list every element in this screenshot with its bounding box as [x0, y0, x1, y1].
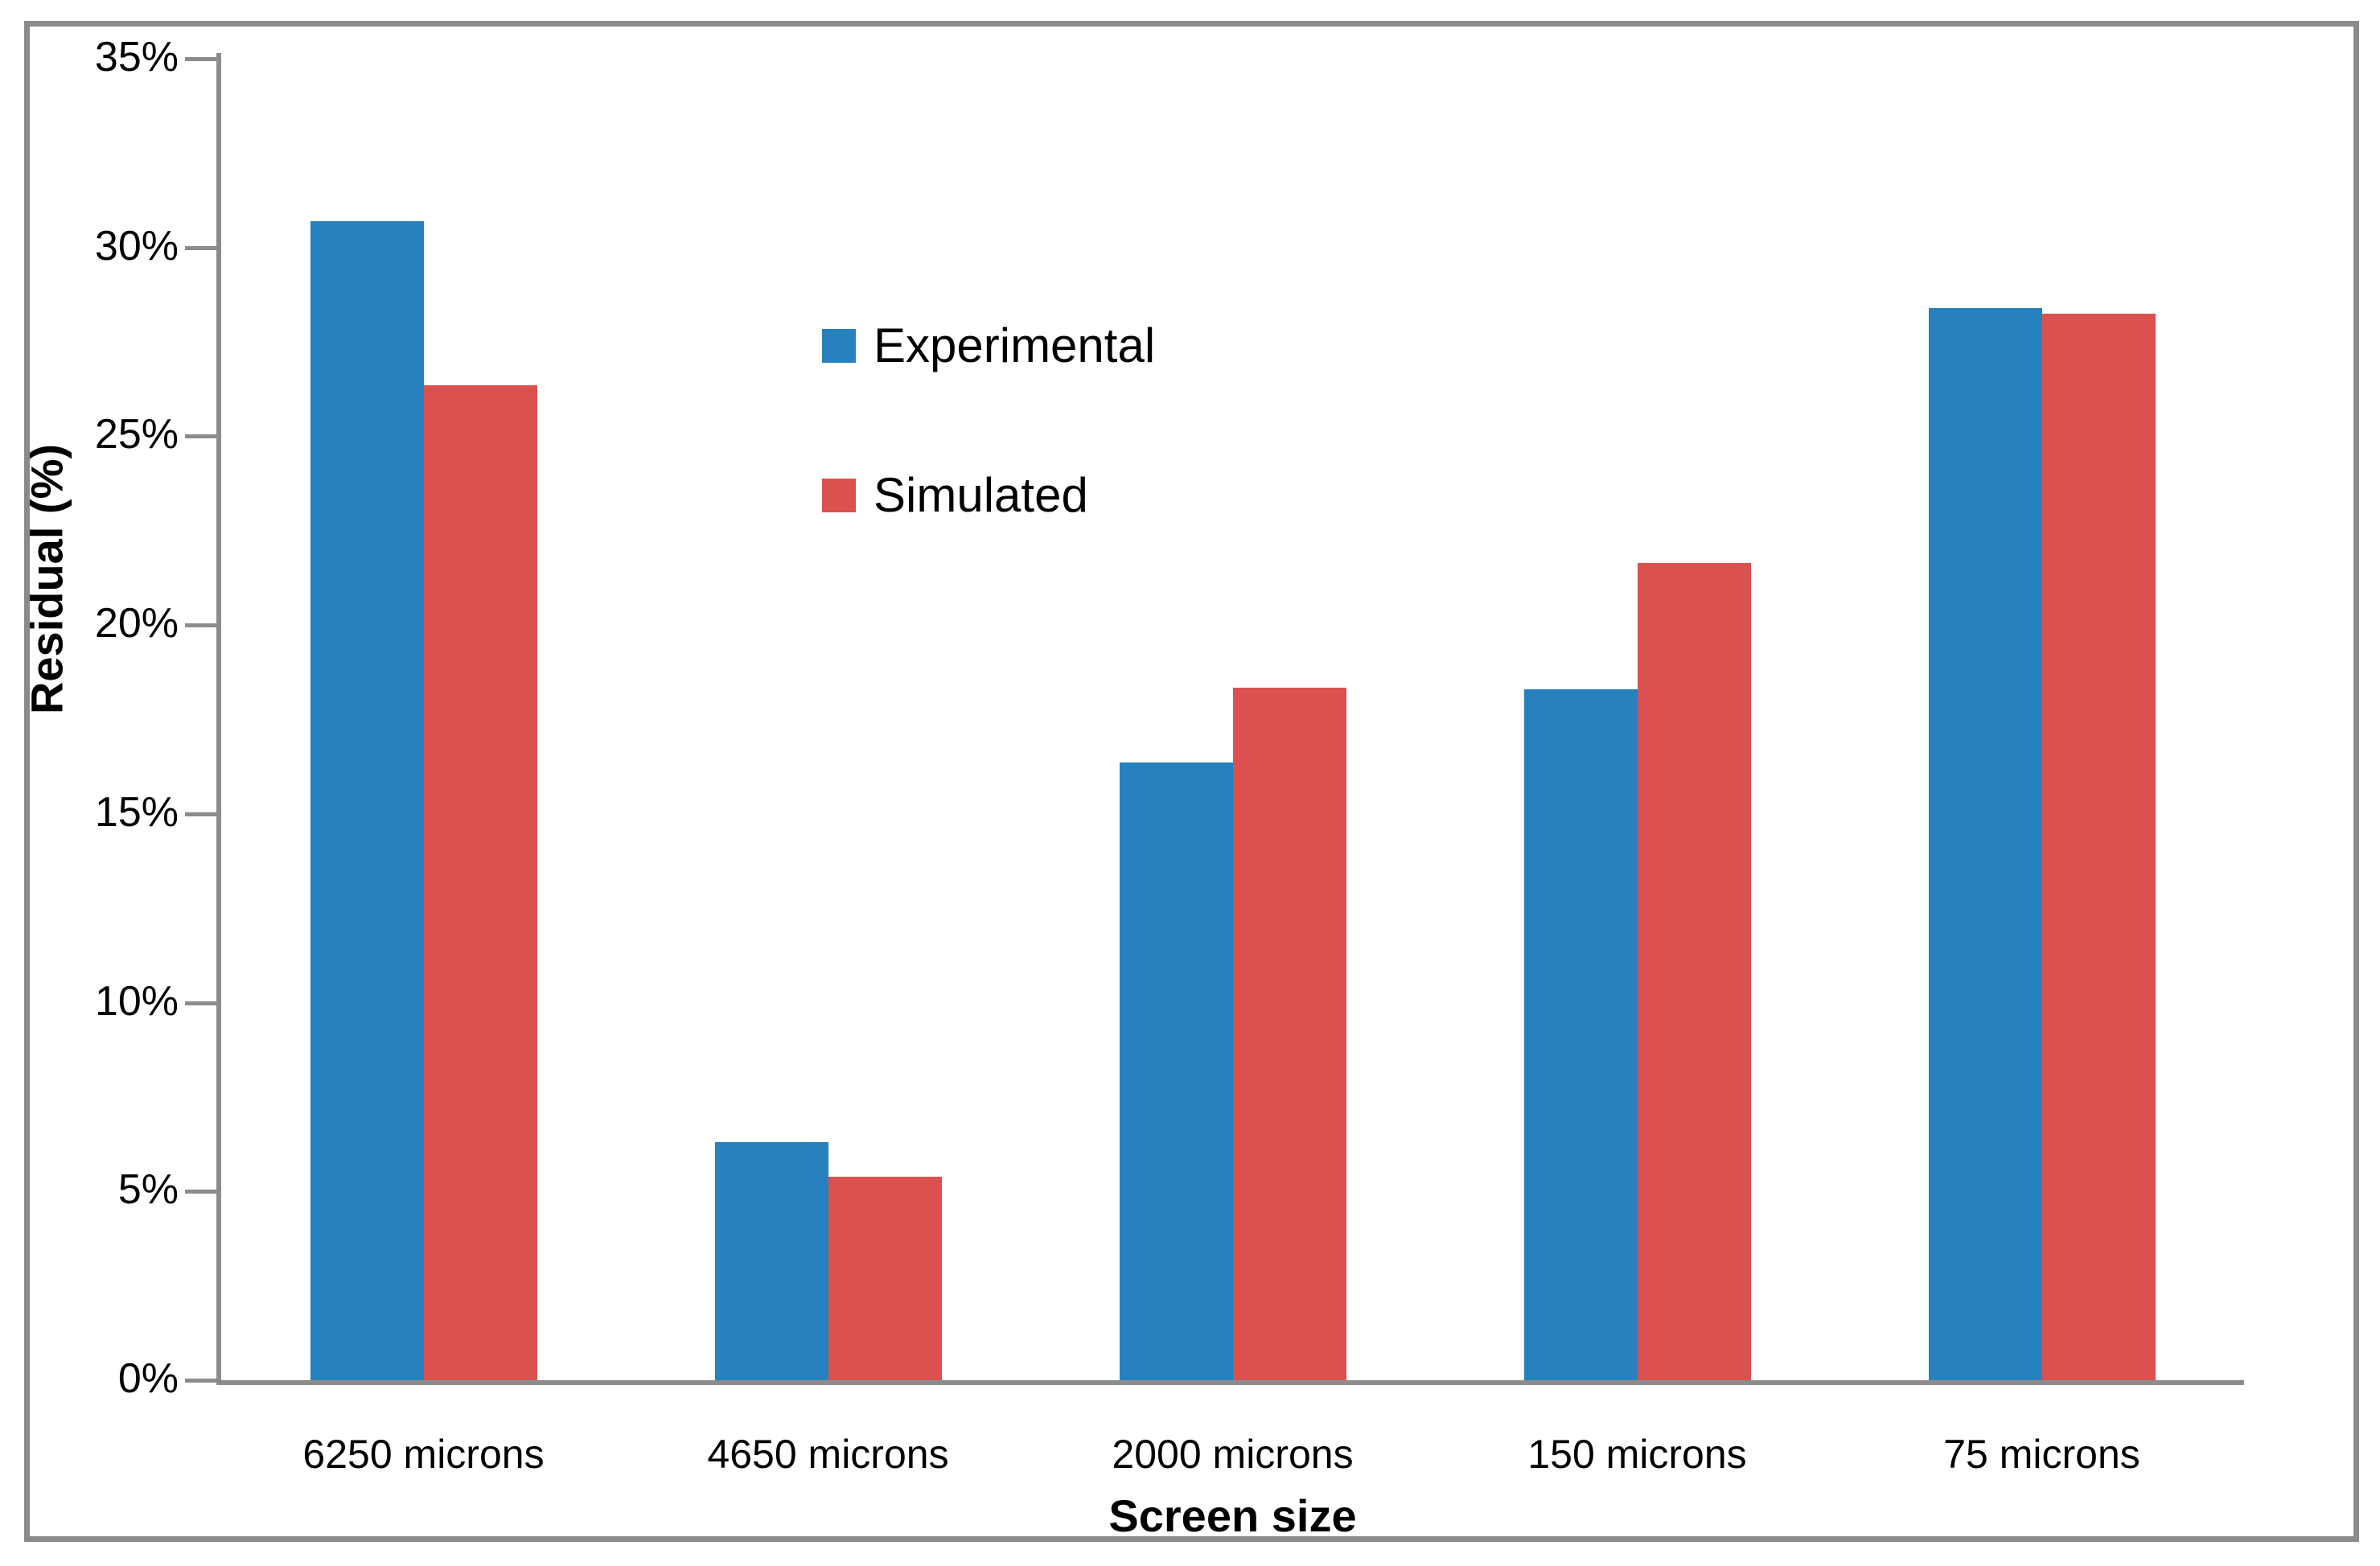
y-axis-tick-label: 25% — [94, 411, 179, 458]
bar-experimental-6250-microns — [310, 220, 424, 1380]
y-axis-tick-label: 10% — [94, 977, 179, 1025]
y-axis-tick — [185, 1379, 221, 1383]
y-axis-tick-label: 35% — [94, 34, 179, 80]
x-axis-title: Screen size — [1108, 1490, 1357, 1541]
y-axis-tick-label: 15% — [94, 788, 179, 836]
bar-experimental-4650-microns — [714, 1142, 828, 1380]
y-axis-tick — [185, 623, 221, 628]
category-label-4650-microns: 4650 microns — [707, 1432, 949, 1477]
y-axis-tick — [185, 245, 221, 250]
bar-experimental-2000-microns — [1119, 762, 1233, 1380]
y-axis-tick-label: 30% — [94, 222, 179, 269]
bar-experimental-75-microns — [1928, 307, 2042, 1380]
y-axis-line — [216, 53, 221, 1385]
legend-swatch-experimental — [822, 329, 856, 363]
y-axis-tick — [185, 1190, 221, 1194]
category-label-75-microns: 75 microns — [1943, 1432, 2140, 1477]
bar-simulated-6250-microns — [423, 385, 537, 1380]
bar-simulated-75-microns — [2041, 313, 2156, 1380]
legend-item-experimental: Experimental — [822, 320, 1155, 372]
y-axis-tick — [185, 57, 221, 61]
bar-experimental-150-microns — [1523, 688, 1638, 1380]
legend-item-simulated: Simulated — [822, 470, 1088, 521]
category-label-6250-microns: 6250 microns — [302, 1432, 545, 1477]
legend-swatch-simulated — [822, 479, 856, 512]
legend-label: Experimental — [873, 319, 1156, 372]
bar-simulated-150-microns — [1637, 562, 1751, 1380]
y-axis-tick — [185, 1001, 221, 1005]
category-label-150-microns: 150 microns — [1527, 1432, 1747, 1477]
category-label-2000-microns: 2000 microns — [1112, 1432, 1354, 1477]
chart-frame-border — [24, 21, 2359, 1542]
legend-label: Simulated — [873, 468, 1088, 522]
bar-simulated-2000-microns — [1232, 687, 1346, 1380]
y-axis-tick-label: 20% — [94, 600, 179, 647]
plot-area — [221, 59, 2244, 1380]
y-axis-tick — [185, 812, 221, 816]
bar-simulated-4650-microns — [828, 1176, 942, 1380]
x-axis-line — [219, 1380, 2244, 1385]
y-axis-tick — [185, 434, 221, 439]
y-axis-tick-label: 0% — [117, 1355, 179, 1402]
y-axis-tick-label: 5% — [117, 1166, 179, 1214]
y-axis-title: Residual (%) — [21, 443, 72, 715]
